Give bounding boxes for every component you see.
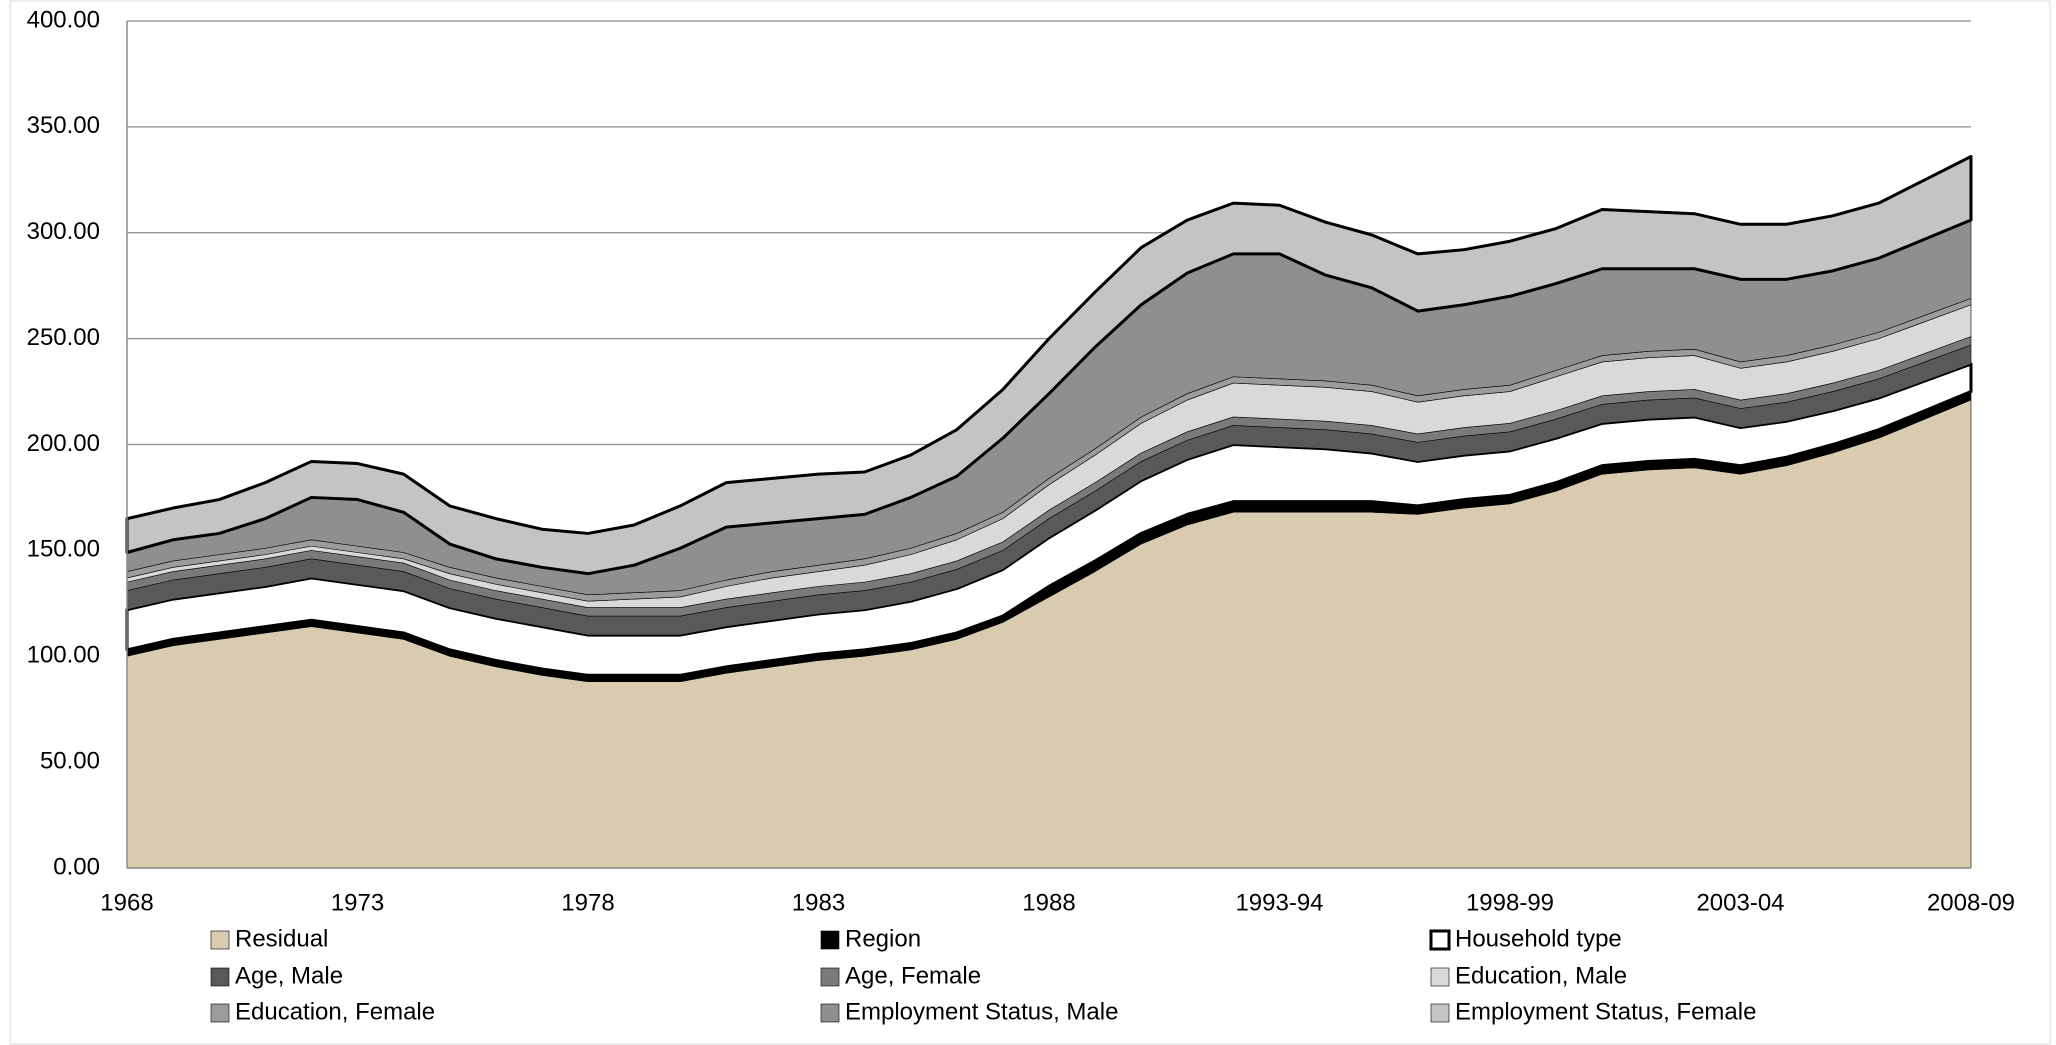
x-tick-label: 1993-94 <box>1235 889 1323 916</box>
legend-swatch <box>1430 967 1450 987</box>
y-tick-label: 300.00 <box>27 218 100 245</box>
x-tick-label: 1998-99 <box>1466 889 1554 916</box>
y-tick-label: 0.00 <box>53 853 100 880</box>
x-tick-label: 2003-04 <box>1696 889 1784 916</box>
legend-swatch <box>210 1003 230 1023</box>
legend-label: Education, Male <box>1455 962 1627 989</box>
y-tick-label: 250.00 <box>27 324 100 351</box>
legend-swatch <box>210 967 230 987</box>
x-tick-label: 1983 <box>792 889 845 916</box>
legend-label: Household type <box>1455 925 1622 952</box>
legend-swatch <box>820 930 840 950</box>
area <box>125 155 1973 576</box>
y-tick-label: 150.00 <box>27 536 100 563</box>
legend-label: Education, Female <box>235 998 435 1025</box>
y-tick-label: 400.00 <box>27 6 100 33</box>
legend-swatch <box>820 967 840 987</box>
legend-swatch <box>820 1003 840 1023</box>
x-tick-label: 1968 <box>100 889 153 916</box>
x-tick-label: 1973 <box>331 889 384 916</box>
legend-swatch <box>1430 1003 1450 1023</box>
x-tick-label: 1988 <box>1022 889 1075 916</box>
legend-label: Residual <box>235 925 328 952</box>
legend-label: Age, Female <box>845 962 981 989</box>
x-tick-label: 2008-09 <box>1927 889 2015 916</box>
y-tick-label: 200.00 <box>27 430 100 457</box>
legend-label: Employment Status, Male <box>845 998 1118 1025</box>
legend-label: Region <box>845 925 921 952</box>
y-tick-label: 100.00 <box>27 642 100 669</box>
legend-swatch <box>210 930 230 950</box>
legend-swatch <box>1429 929 1451 951</box>
legend-label: Age, Male <box>235 962 343 989</box>
y-tick-label: 350.00 <box>27 112 100 139</box>
y-tick-label: 50.00 <box>40 747 100 774</box>
legend-label: Employment Status, Female <box>1455 998 1756 1025</box>
x-tick-label: 1978 <box>561 889 614 916</box>
